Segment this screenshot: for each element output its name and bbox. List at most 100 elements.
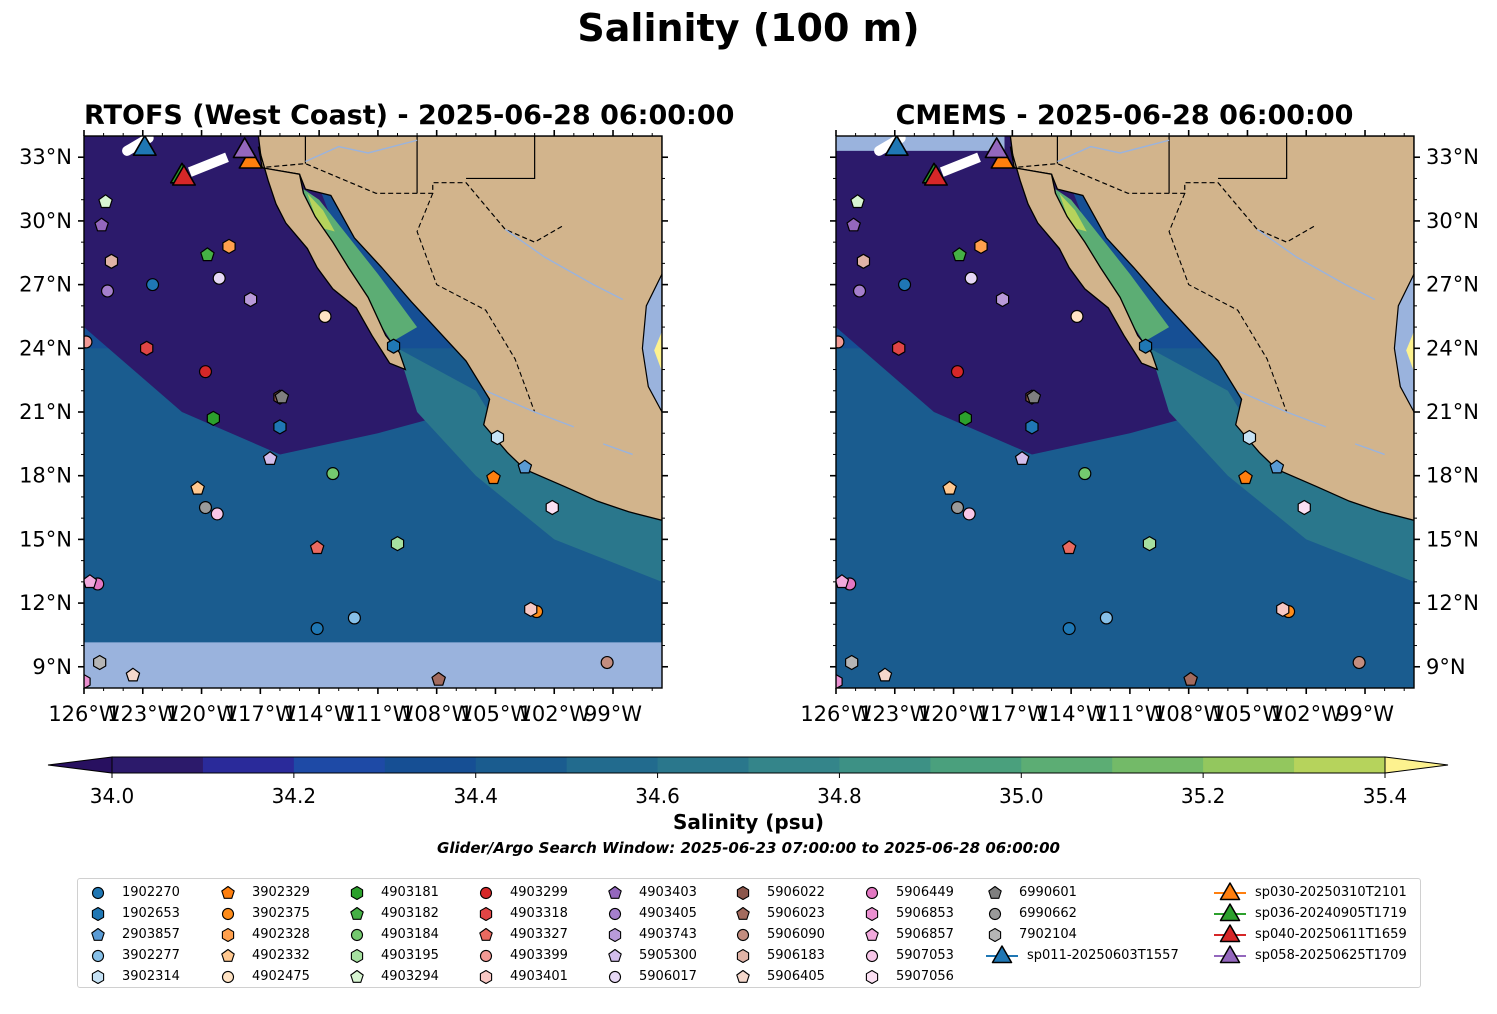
legend-item: 2903857 <box>88 924 180 945</box>
float-marker-1902270 <box>1062 622 1076 636</box>
legend-item: 5906405 <box>733 966 825 987</box>
legend-hexagon-icon <box>221 927 235 943</box>
legend: 1902270 1902653 2903857 3902277 3902314 39023… <box>77 878 1421 988</box>
legend-item: sp058-20250625T1709 <box>1213 945 1407 966</box>
lon-tick-label: 111°W <box>1094 702 1166 726</box>
legend-label: 4902328 <box>252 927 310 942</box>
legend-item: 5906090 <box>733 924 825 945</box>
legend-pentagon-icon <box>350 906 364 920</box>
legend-label: 6990662 <box>1019 906 1077 921</box>
lon-tick-label: 114°W <box>1035 702 1107 726</box>
legend-item: 4903318 <box>476 903 568 924</box>
legend-label: sp040-20250611T1659 <box>1255 927 1407 942</box>
legend-item: 4903195 <box>347 945 439 966</box>
float-marker-1902653 <box>273 419 287 435</box>
baja-california-landmass <box>257 146 407 371</box>
lon-tick-label: 120°W <box>918 702 990 726</box>
us-state-lines <box>304 136 536 194</box>
panel-title-rtofs: RTOFS (West Coast) - 2025-06-28 06:00:00 <box>84 100 735 131</box>
float-marker-2903857 <box>1269 459 1285 474</box>
legend-item: 3902329 <box>218 882 310 903</box>
float-marker-4902475 <box>318 309 332 324</box>
legend-hexagon-icon <box>608 927 622 943</box>
legend-hexagon-icon <box>865 906 879 922</box>
float-marker-5906183 <box>104 253 119 269</box>
gulf-of-mexico-edge <box>1393 273 1414 413</box>
float-marker-3902314 <box>1242 429 1257 446</box>
float-marker-1902270 <box>310 622 324 636</box>
legend-item: 5906023 <box>733 903 825 924</box>
lat-tick-label: 27°N <box>19 273 72 297</box>
float-marker-6990601 <box>274 389 290 404</box>
lat-tick-label: 18°N <box>1426 464 1479 488</box>
legend-item: 5907056 <box>862 966 954 987</box>
lat-tick-label: 27°N <box>1426 273 1479 297</box>
legend-circle-icon <box>221 907 235 921</box>
legend-glider-icon <box>1219 903 1241 922</box>
legend-label: 4903327 <box>510 927 568 942</box>
legend-item: 5906183 <box>733 945 825 966</box>
lon-tick-label: 111°W <box>342 702 414 726</box>
legend-item: 1902270 <box>88 882 180 903</box>
legend-label: 5906449 <box>896 885 954 900</box>
legend-pentagon-icon <box>221 948 235 962</box>
legend-item: 4903403 <box>605 882 697 903</box>
glider-marker-sp040-20250611T1659 <box>171 164 196 186</box>
colorbar-tick-label: 35.4 <box>1363 784 1408 808</box>
lat-tick-label: 24°N <box>19 336 72 360</box>
lon-tick-label: 99°W <box>1336 702 1394 726</box>
legend-hexagon-icon <box>736 948 750 964</box>
legend-hexagon-icon <box>91 969 105 985</box>
legend-label: 1902270 <box>122 885 180 900</box>
float-marker-5906853 <box>84 674 91 688</box>
gulf-head-high-salinity <box>1059 193 1087 232</box>
float-marker-4903294 <box>850 194 865 209</box>
legend-glider-icon <box>991 945 1013 964</box>
legend-item: 3902277 <box>88 945 180 966</box>
legend-glider-icon <box>1219 945 1241 964</box>
legend-label: 3902375 <box>252 906 310 921</box>
float-marker-6990662 <box>950 500 965 515</box>
float-marker-5906090 <box>1352 655 1366 670</box>
legend-circle-icon <box>91 949 105 963</box>
legend-pentagon-icon <box>608 948 622 962</box>
glider-track-sp040 <box>187 152 229 177</box>
legend-item: 3902314 <box>88 966 180 987</box>
lat-tick-label: 30°N <box>1426 209 1479 233</box>
low-salinity-region <box>836 136 1209 455</box>
legend-label: 5905300 <box>639 948 697 963</box>
legend-pentagon-icon <box>865 927 879 941</box>
glider-track-sp040 <box>939 152 981 177</box>
lat-tick-label: 15°N <box>1426 527 1479 551</box>
no-data-band <box>836 136 1005 151</box>
legend-label: 4903401 <box>510 969 568 984</box>
legend-label: 5907053 <box>896 948 954 963</box>
colorbar-tick-label: 35.0 <box>999 784 1044 808</box>
float-marker-4903405 <box>852 284 867 298</box>
legend-item: 5905300 <box>605 945 697 966</box>
float-marker-5907056 <box>545 499 559 516</box>
float-marker-4903195 <box>1142 536 1157 552</box>
legend-label: sp030-20250310T2101 <box>1255 885 1407 900</box>
legend-hexagon-icon <box>736 885 750 901</box>
float-marker-7902104 <box>93 654 107 671</box>
glider-marker-sp011-20250603T1557 <box>132 136 157 156</box>
legend-column: 3902329 3902375 4902328 4902332 4902475 <box>218 882 310 987</box>
legend-item: 4902328 <box>218 924 310 945</box>
legend-hexagon-icon <box>479 906 493 922</box>
float-marker-5906853 <box>836 674 843 688</box>
float-marker-1902270 <box>146 278 160 292</box>
legend-item: 7902104 <box>985 924 1179 945</box>
lon-tick-label: 102°W <box>1271 702 1343 726</box>
float-marker-4902475 <box>1070 309 1084 324</box>
legend-hexagon-icon <box>350 948 364 964</box>
legend-circle-icon <box>479 886 493 900</box>
float-marker-4903182 <box>200 247 215 262</box>
float-marker-4903401 <box>524 601 538 617</box>
colorbar-tick-label: 34.8 <box>817 784 862 808</box>
legend-item: sp036-20240905T1719 <box>1213 903 1407 924</box>
legend-circle-icon <box>608 907 622 921</box>
legend-item: sp040-20250611T1659 <box>1213 924 1407 945</box>
lat-tick-label: 24°N <box>1426 336 1479 360</box>
legend-item: 4903399 <box>476 945 568 966</box>
